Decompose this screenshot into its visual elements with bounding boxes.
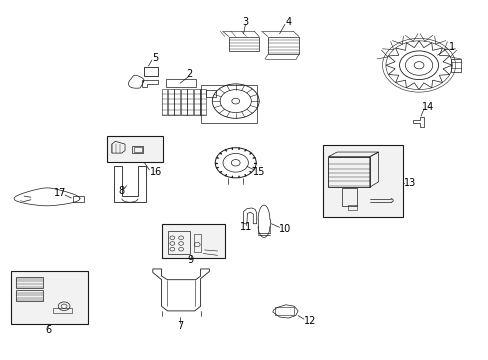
Bar [73, 196, 83, 202]
Text: 6: 6 [45, 325, 51, 335]
Bar [16, 277, 43, 288]
Bar [200, 85, 256, 123]
Bar [161, 89, 167, 115]
Text: 4: 4 [285, 17, 291, 27]
Text: 3: 3 [242, 17, 248, 27]
Text: 12: 12 [304, 316, 316, 326]
Text: 13: 13 [404, 178, 416, 188]
Bar [181, 89, 186, 115]
Bar [107, 136, 163, 162]
Bar [206, 90, 216, 97]
Text: 17: 17 [54, 188, 66, 198]
Bar [16, 291, 43, 301]
Text: 11: 11 [240, 222, 252, 232]
Bar [187, 89, 193, 115]
Bar [193, 89, 199, 115]
Bar [132, 145, 143, 153]
Bar [200, 89, 205, 115]
Bar [168, 231, 190, 253]
Text: 2: 2 [185, 69, 192, 79]
Bar [53, 308, 72, 314]
Bar [11, 271, 88, 324]
Bar [322, 145, 402, 217]
Bar [174, 89, 180, 115]
Text: 15: 15 [252, 167, 265, 177]
Bar [193, 234, 201, 252]
Bar [134, 147, 142, 152]
Text: 7: 7 [177, 321, 183, 331]
Text: 14: 14 [421, 102, 433, 112]
Bar [347, 205, 356, 211]
Text: 8: 8 [118, 186, 124, 197]
Bar [161, 224, 224, 258]
Bar [328, 157, 369, 187]
Bar [166, 79, 195, 87]
Bar [450, 59, 461, 72]
Text: 10: 10 [278, 224, 290, 234]
Text: 5: 5 [152, 53, 159, 63]
Text: 16: 16 [149, 167, 162, 177]
Text: 1: 1 [448, 42, 454, 51]
Bar [274, 307, 294, 315]
Bar [168, 89, 174, 115]
Text: 9: 9 [187, 255, 194, 265]
Bar [341, 188, 356, 206]
Bar [144, 67, 158, 76]
